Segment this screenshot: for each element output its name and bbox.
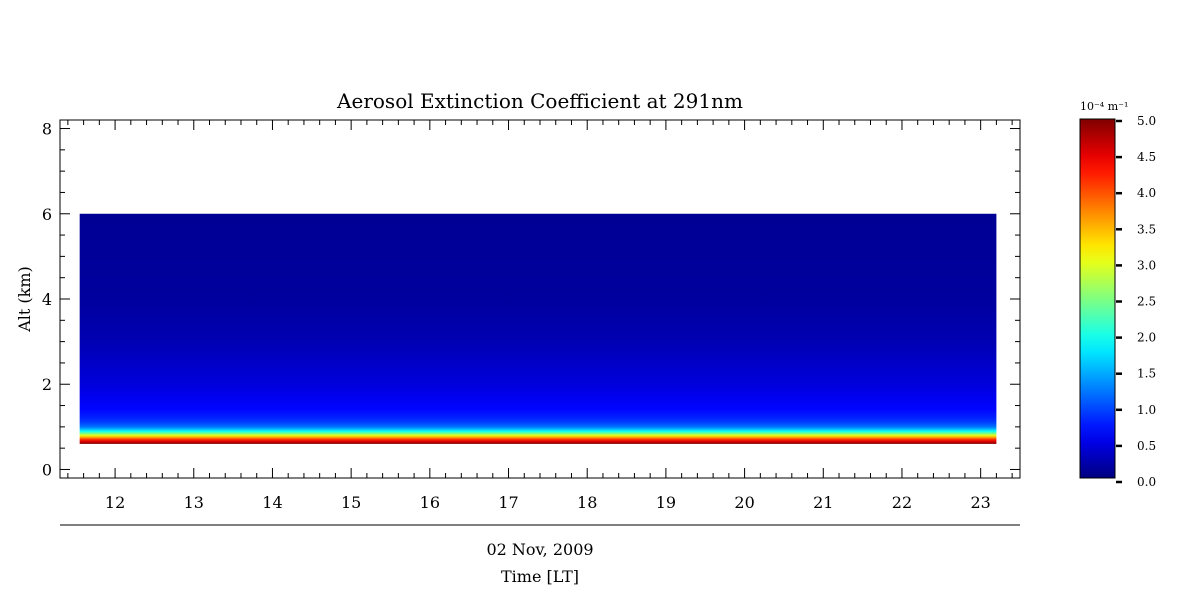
colorbar-tick-label: 5.0 bbox=[1137, 114, 1156, 128]
x-tick-label: 20 bbox=[734, 493, 754, 512]
x-tick-label: 23 bbox=[970, 493, 990, 512]
y-tick-label: 4 bbox=[42, 290, 52, 309]
data-field bbox=[79, 213, 997, 444]
x-tick-label: 22 bbox=[892, 493, 912, 512]
date-label: 02 Nov, 2009 bbox=[486, 540, 593, 559]
colorbar-tick-label: 4.0 bbox=[1137, 186, 1156, 200]
x-tick-label: 15 bbox=[341, 493, 361, 512]
chart-title: Aerosol Extinction Coefficient at 291nm bbox=[336, 89, 743, 113]
x-axis-label: Time [LT] bbox=[501, 567, 579, 586]
colorbar-unit-label: 10⁻⁴ m⁻¹ bbox=[1080, 100, 1128, 113]
y-axis: 0 2 4 6 8 bbox=[42, 120, 1020, 479]
colorbar-tick-label: 0.0 bbox=[1137, 475, 1156, 489]
x-tick-label: 19 bbox=[656, 493, 676, 512]
colorbar-tick-label: 0.5 bbox=[1137, 439, 1156, 453]
y-tick-label: 8 bbox=[42, 120, 52, 139]
colorbar-tick-label: 1.5 bbox=[1137, 367, 1156, 381]
colorbar bbox=[1079, 118, 1116, 479]
x-tick-label: 18 bbox=[577, 493, 597, 512]
colorbar-tick-label: 4.5 bbox=[1137, 150, 1156, 164]
x-tick-label: 17 bbox=[498, 493, 518, 512]
x-tick-label: 16 bbox=[420, 493, 440, 512]
x-tick-label: 21 bbox=[813, 493, 833, 512]
y-tick-label: 2 bbox=[42, 375, 52, 394]
x-tick-label: 12 bbox=[105, 493, 125, 512]
colorbar-tick-label: 2.5 bbox=[1137, 295, 1156, 309]
x-tick-label: 13 bbox=[184, 493, 204, 512]
x-axis: 12 13 14 15 16 17 18 19 20 21 22 23 bbox=[67, 120, 1013, 512]
colorbar-tick-label: 3.0 bbox=[1137, 258, 1156, 272]
y-tick-label: 6 bbox=[42, 205, 52, 224]
colorbar-ticks: 0.0 0.5 1.0 1.5 2.0 2.5 3.0 3.5 4.0 4.5 5.0 bbox=[1116, 114, 1156, 489]
y-tick-label: 0 bbox=[42, 460, 52, 479]
colorbar-tick-label: 3.5 bbox=[1137, 222, 1156, 236]
colorbar-tick-label: 1.0 bbox=[1137, 403, 1156, 417]
colorbar-tick-label: 2.0 bbox=[1137, 331, 1156, 345]
y-axis-label: Alt (km) bbox=[15, 266, 34, 333]
x-tick-label: 14 bbox=[262, 493, 282, 512]
